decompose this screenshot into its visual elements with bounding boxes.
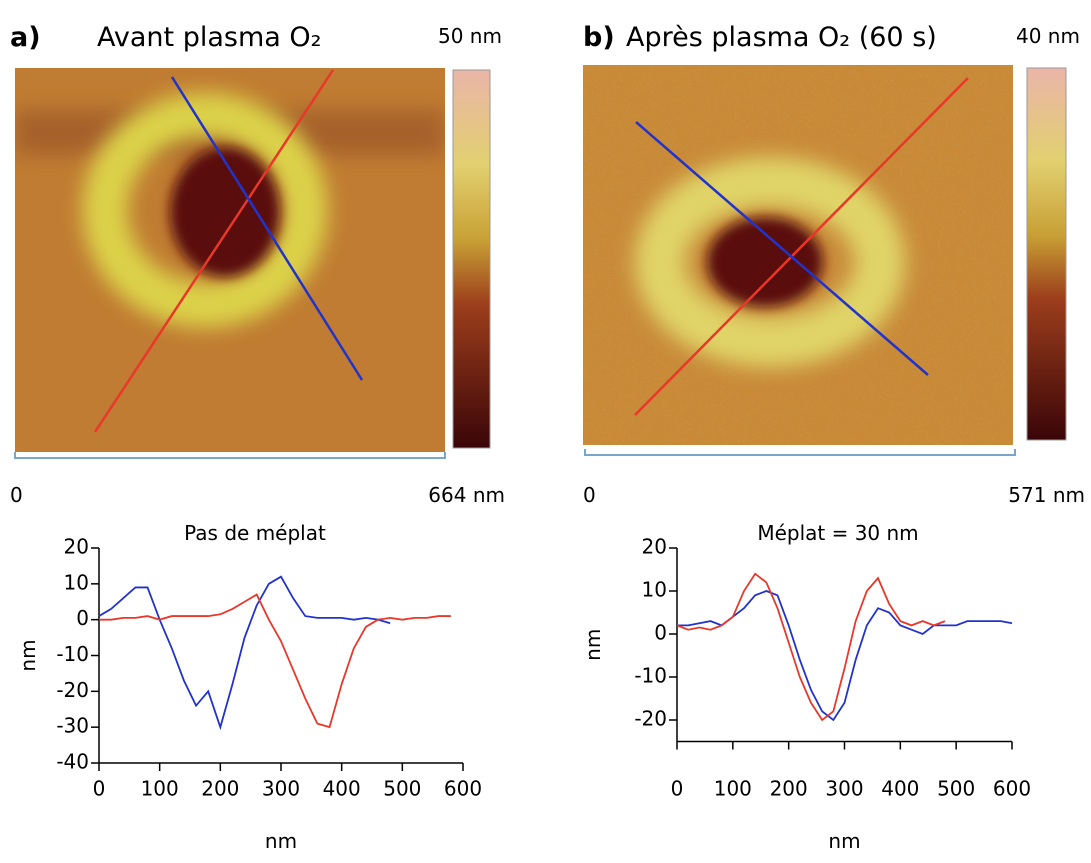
y-tick-label: -10	[56, 642, 89, 666]
colorbar-b	[1026, 67, 1067, 441]
x-tick-label: 0	[93, 777, 106, 801]
y-tick-label: 10	[64, 570, 89, 594]
chart-title: Pas de méplat	[184, 521, 326, 545]
afm-image-a	[15, 68, 445, 452]
scale-label: 0	[10, 483, 23, 507]
y-tick-label: -40	[56, 750, 89, 774]
y-tick-label: -10	[634, 664, 667, 688]
panel-title: Après plasma O₂ (60 s)	[626, 22, 937, 53]
y-tick-label: -20	[56, 678, 89, 702]
x-tick-label: 100	[141, 777, 179, 801]
y-tick-label: -20	[634, 707, 667, 731]
y-tick-label: 0	[654, 621, 667, 645]
panel-label: a)	[10, 22, 41, 53]
x-tick-label: 600	[993, 777, 1031, 801]
colorbar-a	[452, 69, 491, 449]
afm-image-b	[583, 65, 1013, 445]
data-line	[677, 590, 1013, 722]
x-tick-label: 0	[671, 777, 684, 801]
data-line	[98, 575, 391, 731]
x-tick-label: 500	[383, 777, 421, 801]
x-tick-label: 100	[714, 777, 752, 801]
chart-title: Méplat = 30 nm	[757, 521, 918, 545]
y-tick-label: 10	[642, 578, 667, 602]
y-tick-label: 20	[64, 535, 89, 559]
y-axis-label: nm	[581, 629, 605, 661]
x-tick-label: 200	[201, 777, 239, 801]
scale-bar-a	[14, 452, 446, 459]
scale-label: 0	[583, 483, 596, 507]
panel-title: Avant plasma O₂	[97, 22, 321, 53]
y-tick-label: -30	[56, 714, 89, 738]
x-axis-label: nm	[265, 829, 297, 853]
data-line	[99, 593, 451, 729]
x-tick-label: 400	[323, 777, 361, 801]
y-tick-label: 0	[76, 606, 89, 630]
y-axis-label: nm	[16, 639, 40, 671]
x-axis-label: nm	[828, 829, 860, 853]
scale-label: 571 nm	[1008, 483, 1085, 507]
x-tick-label: 600	[444, 777, 482, 801]
x-tick-label: 200	[770, 777, 808, 801]
x-tick-label: 300	[262, 777, 300, 801]
colorbar-label: 40 nm	[1016, 24, 1080, 48]
scale-bar-b	[584, 449, 1016, 456]
scale-label: 664 nm	[428, 483, 505, 507]
colorbar-label: 50 nm	[438, 24, 502, 48]
x-tick-label: 400	[881, 777, 919, 801]
x-tick-label: 500	[937, 777, 975, 801]
x-tick-label: 300	[825, 777, 863, 801]
y-tick-label: 20	[642, 535, 667, 559]
data-line	[676, 572, 946, 722]
panel-label: b)	[583, 22, 615, 53]
